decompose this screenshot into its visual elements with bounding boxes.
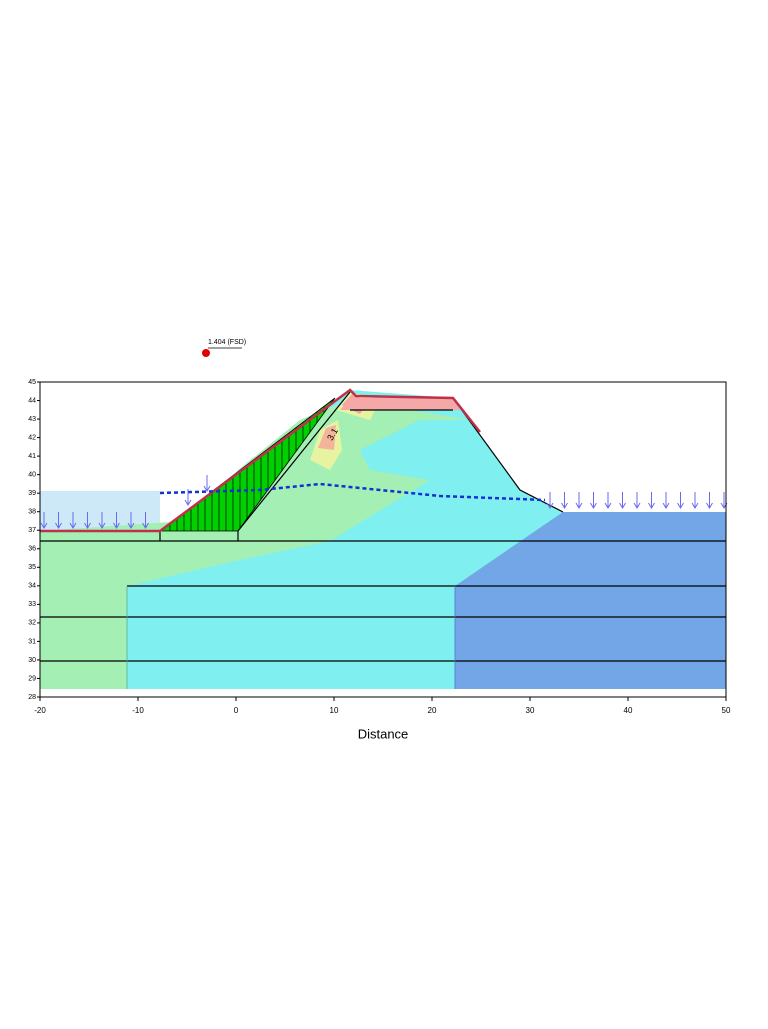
contour-zone [318, 425, 336, 450]
load-arrow-head [662, 502, 670, 509]
slip-surface [40, 388, 481, 533]
cross-section: 1.404 (FSD) 3.1 [40, 339, 728, 689]
load-arrow-head [55, 522, 62, 529]
y-tick-label: 44 [28, 397, 36, 404]
load-arrow-head [127, 522, 135, 529]
y-tick-label: 31 [28, 638, 36, 645]
load-arrow-head [575, 502, 583, 509]
soil-blue [455, 512, 726, 689]
layer-line [237, 391, 351, 532]
y-tick-label: 36 [28, 546, 36, 553]
y-tick-label: 34 [28, 583, 36, 590]
load-arrow-head [546, 502, 554, 509]
load-arrow-head [604, 502, 612, 509]
load-arrow-head [203, 485, 211, 492]
y-tick-label: 41 [28, 453, 36, 460]
y-tick-label: 37 [28, 527, 36, 534]
load-arrow-head [706, 502, 713, 509]
y-tick-label: 33 [28, 601, 36, 608]
load-arrow-head [648, 502, 655, 509]
x-tick-label: 10 [330, 706, 339, 715]
load-arrow-head [69, 522, 77, 529]
y-tick-label: 45 [28, 379, 36, 386]
load-arrow-head [113, 522, 120, 529]
y-tick-label: 32 [28, 620, 36, 627]
load-arrow-head [677, 502, 684, 509]
x-tick-label: 20 [428, 706, 437, 715]
x-tick-label: -20 [34, 706, 46, 715]
load-arrow-head [184, 499, 192, 506]
load-arrow-head [142, 522, 149, 529]
y-tick-label: 28 [28, 694, 36, 701]
plot-frame [39, 381, 727, 698]
annotation: 1.404 (FSD) [208, 339, 246, 346]
load-arrow-head [691, 502, 699, 509]
load-arrow-head [619, 502, 626, 509]
x-tick-label: -10 [132, 706, 144, 715]
y-tick-label: 30 [28, 657, 36, 664]
y-tick-label: 39 [28, 490, 36, 497]
x-tick-label: 0 [234, 706, 239, 715]
x-axis-label: Distance [358, 726, 409, 741]
contour-zone [40, 480, 430, 541]
load-arrow-head [633, 502, 641, 509]
load-arrow-head [84, 522, 91, 529]
y-tick-label: 40 [28, 471, 36, 478]
x-tick-label: 30 [526, 706, 535, 715]
y-tick-label: 35 [28, 564, 36, 571]
loads [40, 475, 728, 529]
layers [40, 391, 726, 662]
x-tick-label: 50 [722, 706, 731, 715]
y-tick-label: 42 [28, 434, 36, 441]
layer-line [452, 397, 564, 513]
x-tick-label: 40 [624, 706, 633, 715]
phreatic-line [159, 482, 546, 502]
contour-zone [340, 398, 460, 410]
slip-center [202, 349, 210, 357]
y-tick-label: 38 [28, 509, 36, 516]
load-arrow-head [40, 522, 48, 529]
load-arrow-head [561, 502, 568, 509]
load-arrow-head [98, 522, 106, 529]
y-tick-label: 43 [28, 416, 36, 423]
y-tick-label: 29 [28, 675, 36, 682]
contour-zone [40, 541, 330, 689]
load-arrow-head [590, 502, 597, 509]
